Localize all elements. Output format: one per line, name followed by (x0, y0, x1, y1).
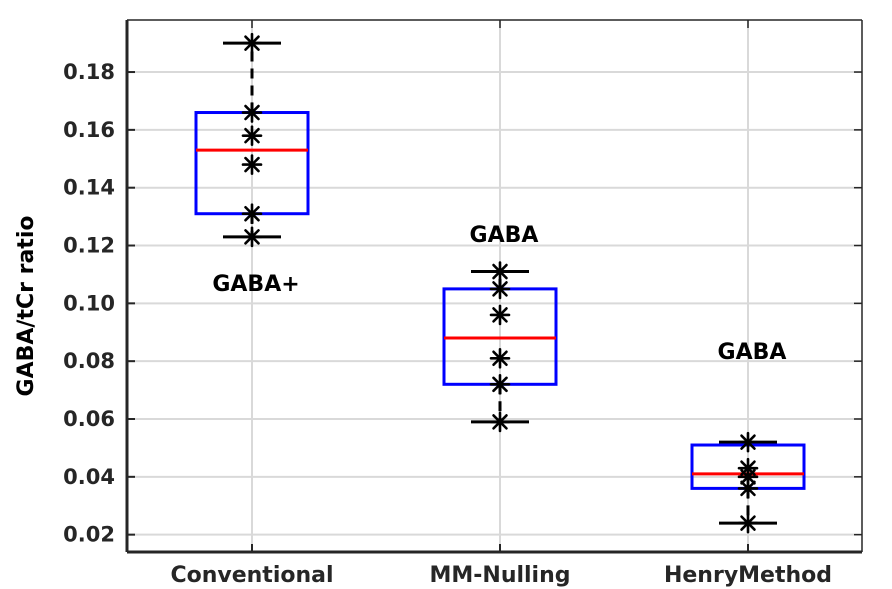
data-point-stroke (492, 263, 508, 280)
plot-frame (125, 19, 863, 554)
annotations: GABA+ GABA GABA (212, 223, 786, 365)
data-point (489, 374, 511, 395)
data-point (489, 304, 511, 326)
data-point-stroke (244, 35, 260, 51)
y-tick-label: 0.06 (63, 407, 115, 431)
data-point (489, 347, 511, 369)
y-tick-label: 0.14 (63, 176, 115, 200)
annotation-label: GABA (470, 223, 539, 248)
data-point (241, 154, 263, 175)
data-point (241, 203, 263, 225)
data-point-stroke (492, 350, 508, 367)
y-axis-label: GABA/tCr ratio (14, 216, 39, 397)
box-group-henrymethod (690, 431, 806, 534)
x-axis-ticks: Conventional MM-Nulling HenryMethod (170, 20, 832, 588)
data-point (737, 478, 759, 499)
data-point-stroke (492, 281, 508, 297)
y-tick-label: 0.02 (63, 523, 115, 547)
data-point-stroke (740, 515, 756, 531)
data-point-stroke (492, 414, 508, 430)
data-point-stroke (492, 376, 508, 393)
annotation-label: GABA (718, 340, 787, 365)
y-tick-label: 0.12 (63, 234, 115, 258)
y-tick-label: 0.10 (63, 291, 115, 315)
data-point-stroke (244, 229, 260, 245)
data-point-stroke (244, 156, 260, 173)
grid-layer (127, 20, 862, 552)
data-point-stroke (244, 205, 260, 222)
data-point (241, 226, 263, 248)
data-point-stroke (740, 434, 756, 450)
box-group-mm-nulling (442, 261, 558, 433)
y-axis-ticks: 0.02 0.04 0.06 0.08 0.10 0.12 0.14 0.16 0.18 (63, 60, 862, 547)
data-point (489, 278, 511, 300)
y-tick-label: 0.08 (63, 349, 115, 373)
annotation-label: GABA+ (212, 272, 299, 297)
y-tick-label: 0.18 (63, 60, 115, 84)
data-point (241, 125, 263, 146)
data-point-stroke (244, 104, 260, 121)
data-point-stroke (244, 127, 260, 144)
box-layer (194, 32, 806, 534)
data-point (737, 512, 759, 534)
y-tick-label: 0.16 (63, 118, 115, 142)
x-tick-label: Conventional (170, 563, 333, 588)
data-point-stroke (740, 469, 756, 485)
x-tick-label: MM-Nulling (429, 563, 570, 588)
data-point-stroke (740, 480, 756, 497)
y-tick-label: 0.04 (63, 465, 115, 489)
x-tick-label: HenryMethod (664, 563, 832, 588)
data-point (737, 431, 759, 453)
data-point-stroke (492, 307, 508, 323)
data-point (241, 102, 263, 123)
box-group-conventional (194, 32, 310, 248)
data-point (241, 32, 263, 54)
data-point (489, 411, 511, 433)
data-point (489, 261, 511, 282)
